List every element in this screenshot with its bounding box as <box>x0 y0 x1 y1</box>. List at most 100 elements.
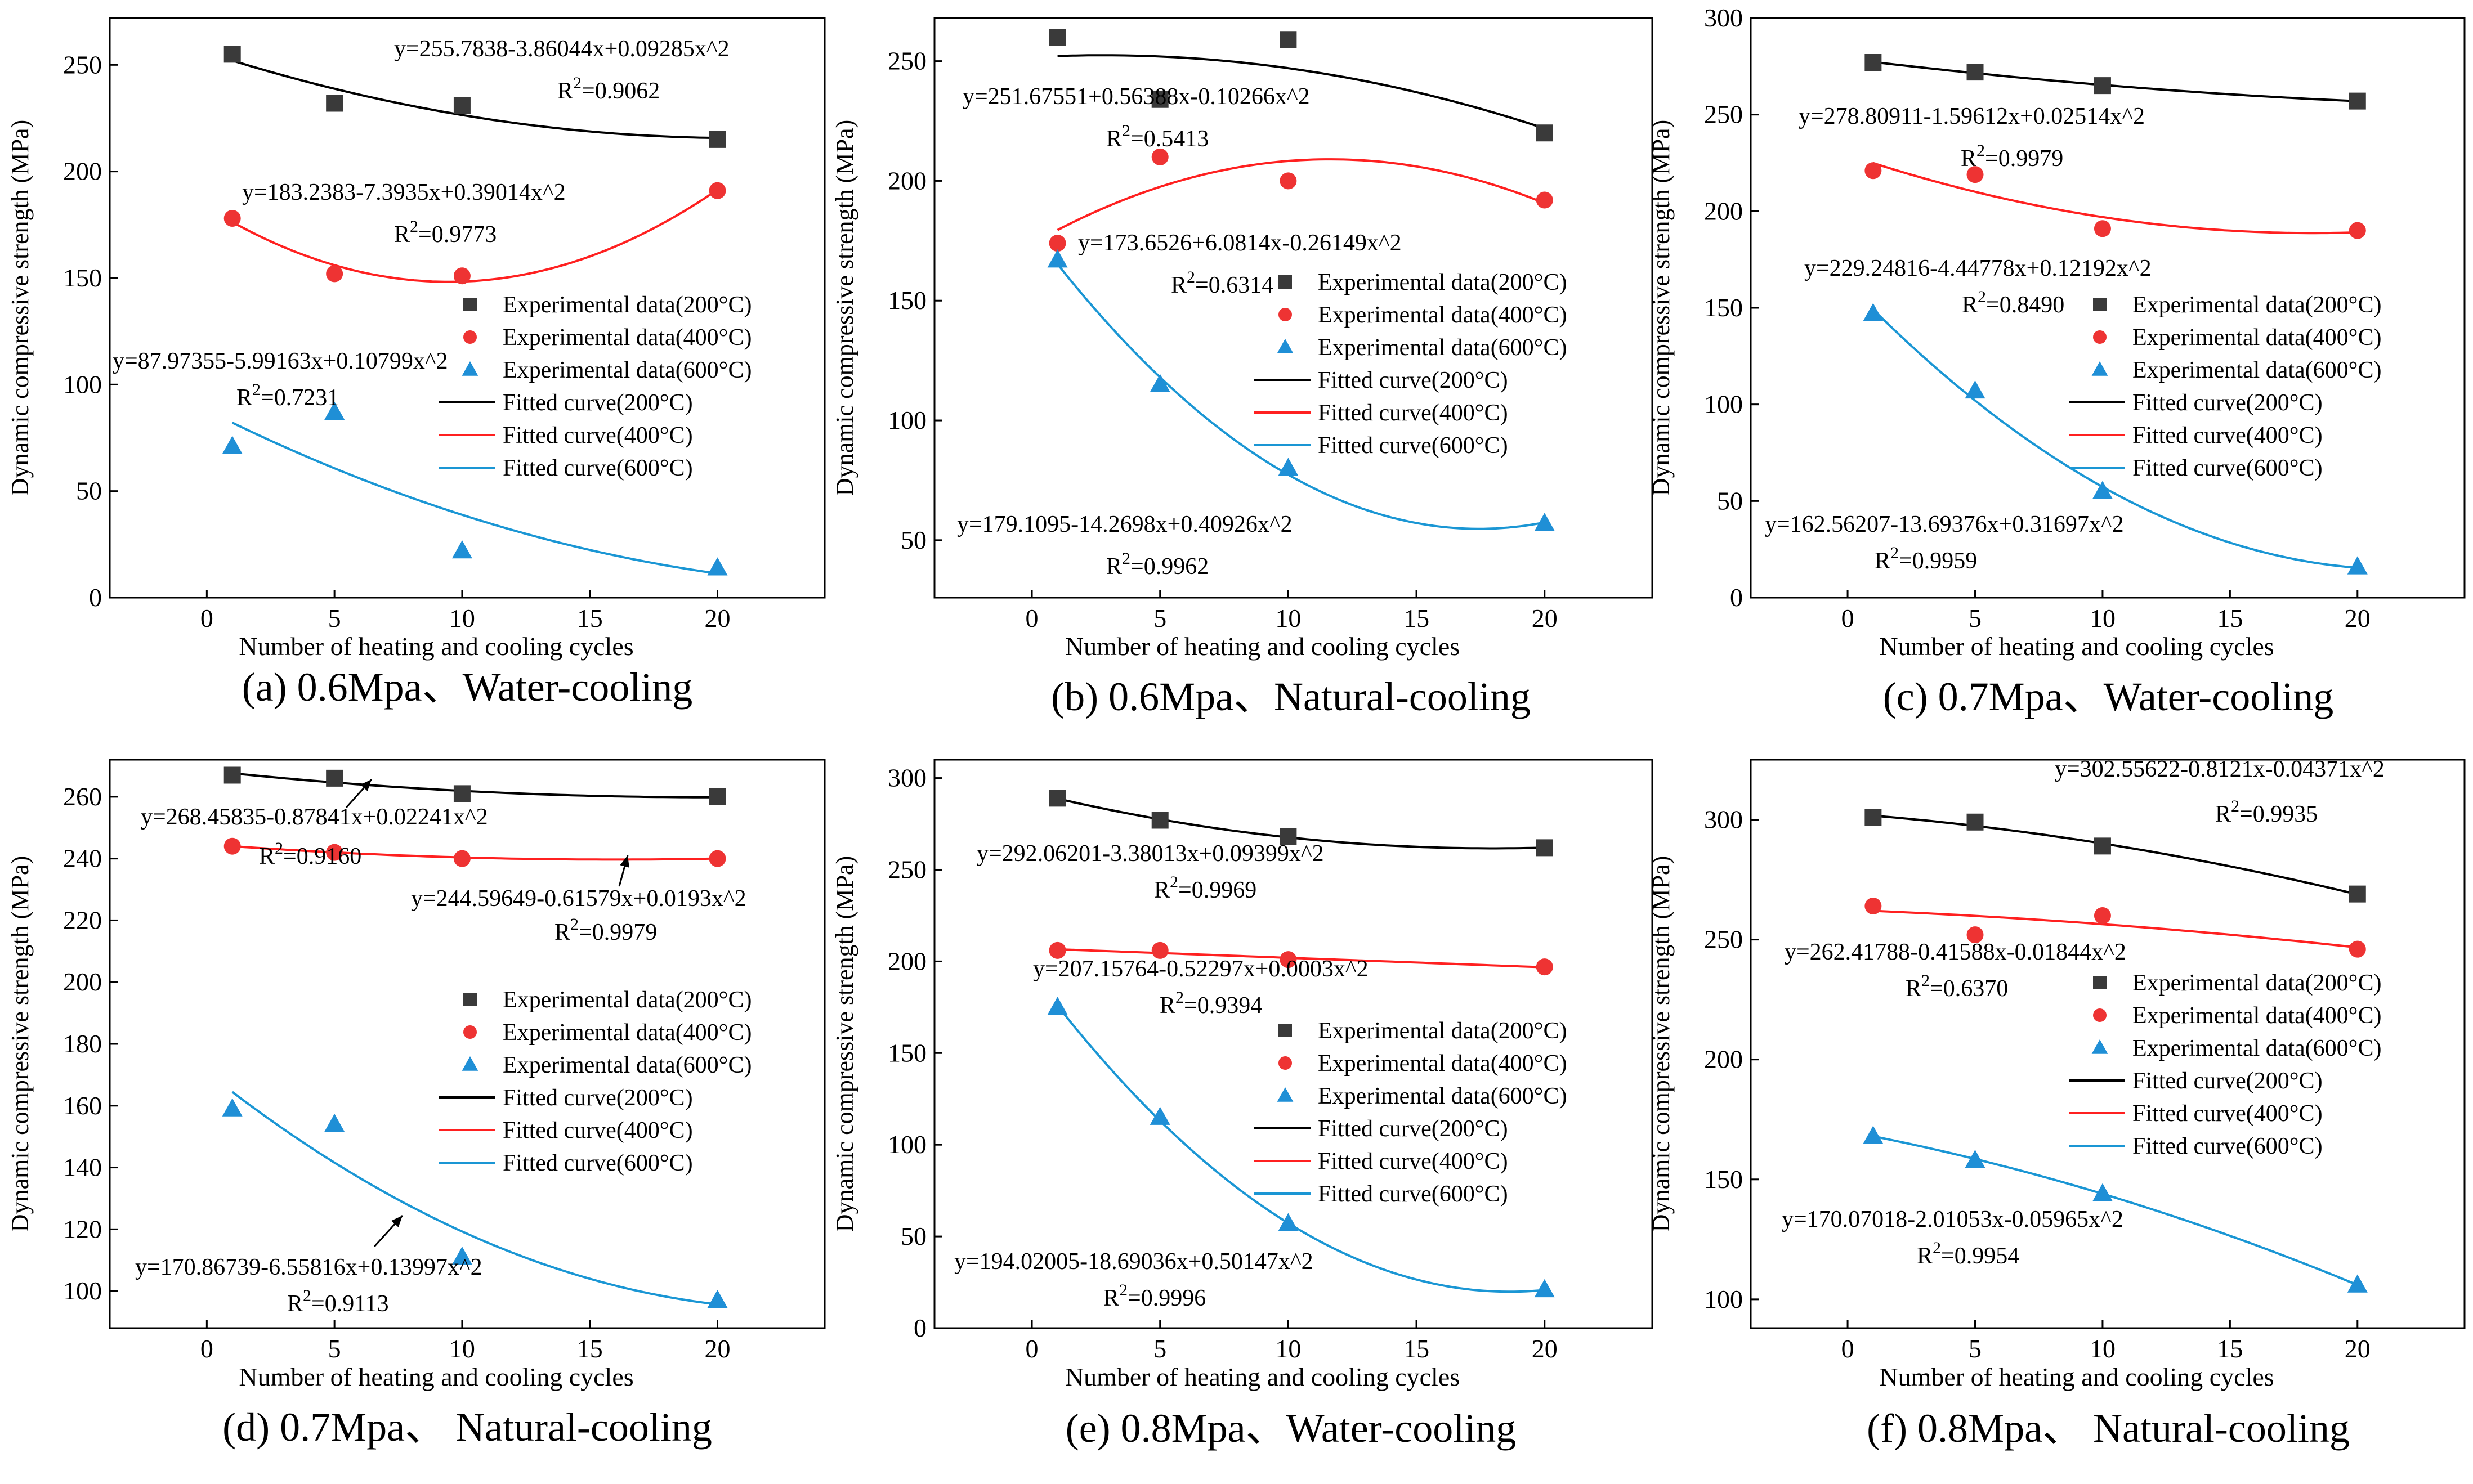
data-point-200 <box>453 785 471 802</box>
legend-label: Fitted curve(400°C) <box>1318 1149 1508 1174</box>
y-tick-label: 160 <box>63 1091 102 1120</box>
x-tick-label: 0 <box>200 1334 213 1363</box>
data-point-200 <box>1280 31 1297 48</box>
data-point-600 <box>222 1098 243 1117</box>
data-point-400 <box>453 850 471 867</box>
r-squared: R2=0.9160 <box>259 839 361 869</box>
data-point-600 <box>2092 1183 2113 1201</box>
x-axis-label: Number of heating and cooling cycles <box>239 1362 633 1391</box>
legend-marker-600 <box>462 361 478 376</box>
data-point-200 <box>1864 53 1882 71</box>
legend-label: Experimental data(200°C) <box>1318 1018 1567 1044</box>
data-point-600 <box>1534 1279 1555 1298</box>
fitted-curve-600 <box>231 1091 718 1306</box>
legend-label: Fitted curve(600°C) <box>503 1150 693 1176</box>
y-tick-label: 150 <box>888 1038 927 1067</box>
legend-marker-200 <box>2093 976 2107 989</box>
legend: Experimental data(200°C) Experimental dat… <box>439 987 752 1176</box>
fitted-curve-400 <box>1057 158 1545 231</box>
y-tick-label: 200 <box>888 166 927 195</box>
plot-frame <box>933 17 1653 599</box>
data-point-400 <box>326 265 343 283</box>
data-point-600 <box>2347 556 2368 575</box>
annotation-arrowhead <box>360 779 372 791</box>
y-tick-label: 300 <box>1704 805 1743 834</box>
data-point-400 <box>2094 220 2111 237</box>
y-tick-label: 100 <box>63 1276 102 1305</box>
legend-label: Fitted curve(200°C) <box>2132 390 2323 416</box>
x-tick-label: 15 <box>2217 1334 2243 1363</box>
y-tick-label: 150 <box>1704 293 1743 322</box>
legend: Experimental data(200°C) Experimental dat… <box>1254 1018 1567 1207</box>
legend-label: Experimental data(600°C) <box>2132 1035 2381 1061</box>
legend-label: Fitted curve(400°C) <box>503 1118 693 1144</box>
fit-equation: y=268.45835-0.87841x+0.02241x^2 <box>141 804 488 830</box>
fitted-curve-200 <box>232 772 718 799</box>
legend-label: Fitted curve(200°C) <box>1318 367 1508 393</box>
legend-marker-400 <box>1278 308 1292 321</box>
legend: Experimental data(200°C) Experimental dat… <box>2069 292 2381 481</box>
annotation-arrowhead <box>620 855 629 868</box>
fit-equation: y=179.1095-14.2698x+0.40926x^2 <box>957 512 1293 537</box>
x-tick-label: 5 <box>1969 604 1982 633</box>
x-tick-label: 5 <box>328 604 341 633</box>
data-point-600 <box>1047 997 1068 1015</box>
fit-equation: y=278.80911-1.59612x+0.02514x^2 <box>1799 104 2145 129</box>
fitted-curve-400 <box>232 845 718 861</box>
r-squared: R2=0.9773 <box>394 217 497 248</box>
data-point-600 <box>707 557 728 576</box>
legend-marker-600 <box>2091 361 2108 376</box>
data-point-200 <box>1864 809 1882 826</box>
data-point-200 <box>1280 828 1297 845</box>
fit-equation: y=183.2383-7.3935x+0.39014x^2 <box>242 180 566 205</box>
fit-equation: y=302.55622-0.8121x-0.04371x^2 <box>2055 756 2385 782</box>
legend-label: Fitted curve(600°C) <box>1318 433 1508 459</box>
data-point-600 <box>1150 374 1170 392</box>
y-tick-label: 250 <box>1704 100 1743 129</box>
fitted-curve-400 <box>1057 948 1545 969</box>
x-axis-label: Number of heating and cooling cycles <box>1065 1362 1460 1391</box>
r-squared: R2=0.9962 <box>1106 549 1209 580</box>
data-point-200 <box>2349 92 2366 110</box>
r-squared: R2=0.9394 <box>1160 988 1262 1019</box>
y-tick-label: 50 <box>76 477 102 505</box>
plot-frame <box>933 759 1653 1329</box>
legend-label: Fitted curve(200°C) <box>503 1085 693 1111</box>
r-squared: R2=0.6370 <box>1906 971 2008 1002</box>
legend-label: Experimental data(600°C) <box>503 357 752 383</box>
x-tick-label: 5 <box>328 1334 341 1363</box>
data-point-200 <box>1049 29 1066 46</box>
legend-label: Experimental data(600°C) <box>1318 1083 1567 1109</box>
fitted-curve-600 <box>1057 1005 1545 1293</box>
panel-caption: (c) 0.7Mpa、Water-cooling <box>1883 674 2333 719</box>
legend-marker-200 <box>2093 298 2107 311</box>
data-point-200 <box>709 788 726 805</box>
data-point-200 <box>326 769 343 787</box>
data-point-200 <box>1151 812 1169 829</box>
y-tick-label: 50 <box>901 1222 927 1250</box>
data-point-400 <box>2349 222 2366 239</box>
legend-marker-200 <box>463 298 477 311</box>
x-tick-label: 15 <box>1403 1334 1429 1363</box>
data-point-400 <box>1049 235 1066 252</box>
fitted-curve-200 <box>1873 814 2358 896</box>
y-tick-label: 100 <box>1704 390 1743 419</box>
data-point-600 <box>2347 1274 2368 1293</box>
r-squared: R2=0.9959 <box>1875 544 1977 574</box>
annotation-arrowhead <box>391 1216 403 1227</box>
data-point-400 <box>1280 951 1297 969</box>
y-tick-label: 100 <box>63 370 102 398</box>
legend-marker-600 <box>1277 1087 1294 1102</box>
data-point-600 <box>1278 1213 1299 1231</box>
r-squared: R2=0.9979 <box>554 915 657 945</box>
x-tick-label: 10 <box>449 604 475 633</box>
fitted-curve-200 <box>1873 61 2358 102</box>
legend-label: Fitted curve(200°C) <box>503 390 693 416</box>
legend-label: Fitted curve(400°C) <box>503 423 693 449</box>
fit-equation: y=229.24816-4.44778x+0.12192x^2 <box>1804 255 2152 281</box>
y-axis-label: Dynamic compressive strength (MPa) <box>6 120 34 496</box>
data-point-400 <box>1864 897 1882 914</box>
y-tick-label: 250 <box>1704 925 1743 954</box>
chart-panel-d: 0 5 10 15 20 100 120 140 160 180 200 220 240 260 Numbe… <box>6 759 826 1450</box>
